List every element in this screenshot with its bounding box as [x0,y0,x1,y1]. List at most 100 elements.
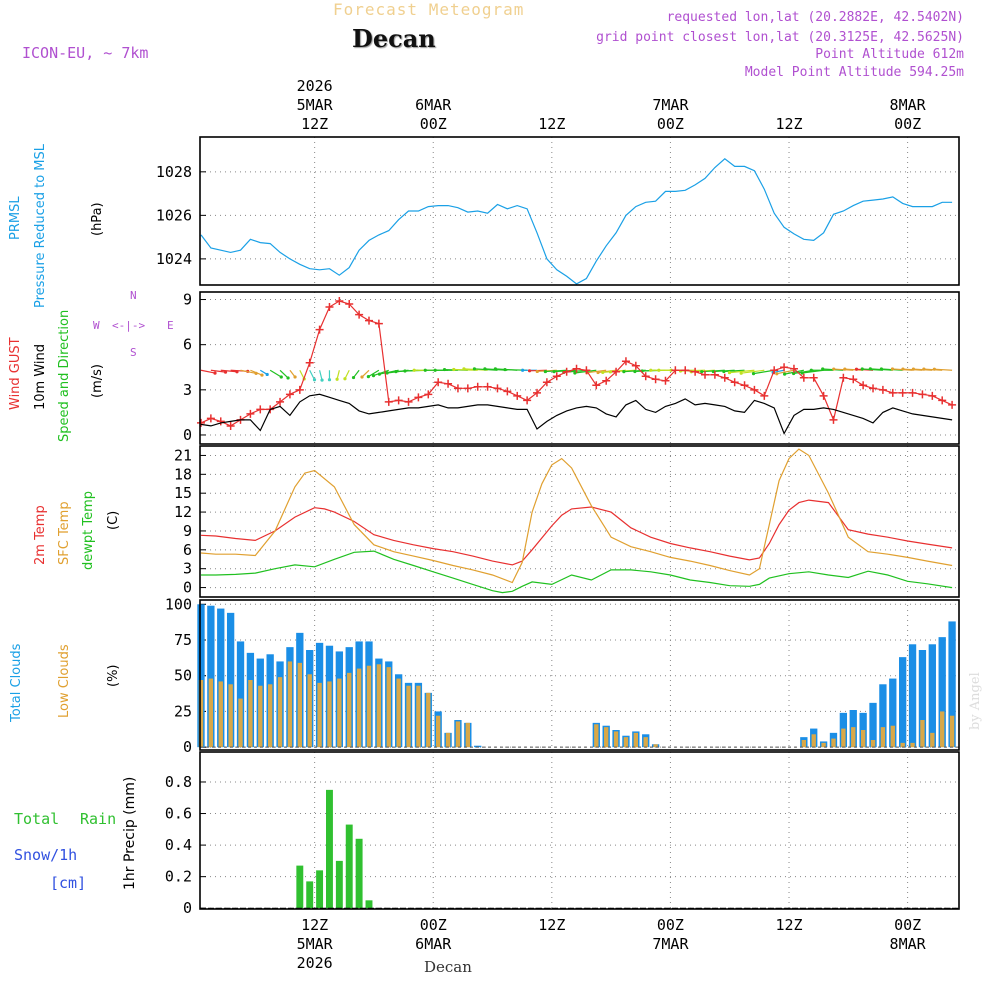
low-cloud-bar [940,711,945,748]
gust-marker [651,375,660,384]
wind-arrow-head [527,369,532,373]
rain-bar [365,900,373,909]
bottom-time-label: 12Z [775,916,802,934]
gust-marker [859,381,868,390]
gust-marker [592,381,601,390]
wind-arrow-head [783,372,787,376]
wind-arrow-head [751,372,756,376]
wind-arrow-head [573,371,577,375]
signature: by Angel [968,672,983,730]
total-cloud-bar [928,644,936,748]
model-altitude: Model Point Altitude 594.25m [744,65,964,80]
low-cloud-bar [317,682,322,748]
gust-marker [750,385,759,394]
gust-marker [878,385,887,394]
y-tick-label: 50 [174,667,192,685]
total-cloud-bar [226,612,235,748]
snow-label: Snow/1h [14,846,78,864]
low-cloud-bar [228,684,233,748]
panel-frame [199,445,960,598]
low-cloud-bar [455,721,461,748]
panel-frame [199,751,960,910]
wind-arrow-head [911,367,916,371]
gust-marker [404,397,413,406]
wind-direction-arrow [723,369,745,373]
panel-frame [199,599,960,751]
wind-direction-arrow [373,369,389,377]
low-cloud-bar [930,732,935,748]
gust-marker [226,421,235,430]
model-label: ICON-EU, ~ 7km [22,44,149,62]
total-cloud-bar [938,637,946,748]
low-cloud-bar [445,732,451,748]
total-cloud-bar [899,657,907,748]
gust-marker [473,382,482,391]
gust-marker [661,376,670,385]
gust-marker [523,396,532,405]
wind-direction-arrow [545,369,567,373]
pressure-unit: (hPa) [90,202,105,236]
gust-marker [285,390,294,399]
gust-marker [701,370,710,379]
low-cloud-bar [870,740,876,748]
top-time-label: 12Z [775,115,802,133]
wind-arrow-head [343,377,347,381]
total-cloud-bar [918,650,927,748]
wind-direction-arrow [741,369,765,374]
wind-arrow-head [371,374,376,378]
wind-arrow-head [596,370,600,375]
wind-arrow-head [739,371,743,375]
gust-marker [355,310,364,319]
gust-marker [740,381,749,390]
point-altitude: Point Altitude 612m [815,47,964,62]
wind-arrow-head [394,370,398,374]
y-tick-label: 100 [165,595,192,613]
wind-arrow-head [843,367,847,371]
top-time-label: 00Z [657,115,684,133]
gust-marker [325,303,334,312]
gust-marker [364,316,373,325]
wind-arrow-head [722,369,726,374]
total-cloud-bar [207,605,215,748]
gust-marker [444,379,453,388]
station-name: Decan [352,24,436,53]
compass-w: W [93,319,100,332]
wind-arrow-head [503,367,507,372]
gust-marker [246,409,255,418]
gust-marker [720,373,729,382]
low-cloud-bar [436,715,441,748]
wind-arrow-head [452,367,456,372]
low-cloud-bar [277,677,283,748]
wind-direction-arrow [220,369,238,373]
wind-arrow-head [265,372,269,377]
gust-marker [829,415,838,424]
wind-arrow-head [312,378,317,382]
y-tick-label: 9 [183,522,192,540]
rain-bar [355,838,363,909]
wind-direction-arrow [200,369,216,374]
total-cloud-bar [197,604,205,748]
wind-direction-arrow [279,369,289,379]
low-cloud-bar [890,725,895,748]
panel-temperature [199,445,960,598]
gust-marker [760,391,769,400]
low-cloud-bar [801,740,807,748]
gust-marker [503,387,512,396]
panel-frame [199,291,960,445]
low-cloud-bar [831,738,836,748]
total-cloud-bar [879,684,887,748]
gust-marker [424,390,433,399]
bottom-time-label: 12Z [538,916,565,934]
gust-marker [809,373,818,382]
low-cloud-bar [267,684,273,748]
y-tick-label: 0.2 [165,868,192,886]
gust-marker [206,414,215,423]
wind-direction-arrow [299,369,305,380]
wind-arrow-head [552,370,556,374]
wind-arrow-head [279,375,283,379]
wind-arrow-head [832,367,836,371]
gust-marker [888,388,897,397]
gust-marker [414,393,423,402]
low-cloud-bar [653,744,658,748]
